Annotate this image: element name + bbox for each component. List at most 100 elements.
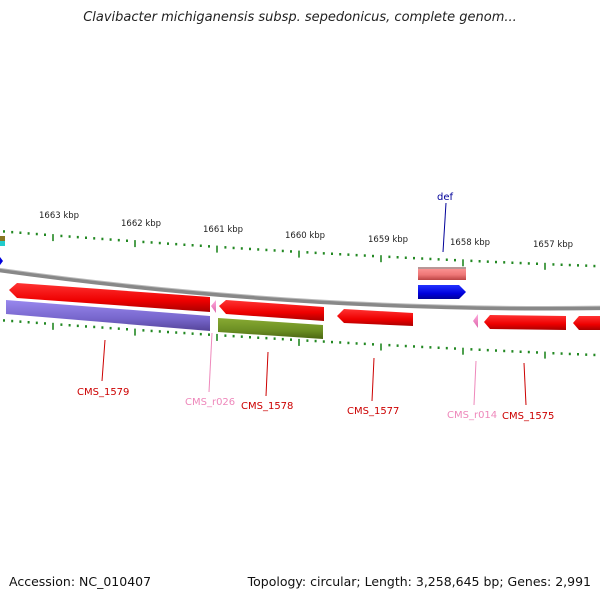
inner-minor-tick — [68, 324, 71, 327]
tick-label-1662: 1662 kbp — [121, 219, 161, 229]
inner-minor-tick — [347, 341, 350, 345]
left-edge-features — [0, 236, 5, 265]
rrna-r014-arrow[interactable] — [473, 314, 478, 328]
cms1578-label[interactable]: CMS_1578 — [241, 401, 293, 412]
inner-major-tick — [544, 351, 546, 359]
inner-minor-tick — [421, 345, 424, 349]
rrna-r026-arrow[interactable] — [211, 300, 216, 313]
cds-1577-arrow[interactable] — [337, 309, 413, 326]
outer-minor-tick — [421, 257, 424, 260]
inner-minor-tick — [339, 341, 342, 344]
def-product-bar[interactable] — [418, 267, 466, 280]
outer-minor-tick — [339, 253, 342, 256]
inner-minor-tick — [429, 346, 432, 349]
inner-minor-tick — [413, 345, 415, 348]
inner-minor-tick — [281, 337, 284, 341]
outer-minor-tick — [93, 237, 96, 240]
outer-minor-tick — [331, 252, 333, 255]
outer-major-tick — [544, 262, 546, 270]
cmsr014-label[interactable]: CMS_r014 — [447, 410, 497, 421]
inner-minor-tick — [60, 323, 63, 326]
inner-minor-tick — [593, 353, 596, 357]
inner-minor-tick — [503, 349, 506, 353]
outer-minor-tick — [511, 261, 514, 264]
outer-minor-tick — [486, 260, 489, 263]
inner-minor-tick — [527, 350, 530, 354]
cds-1575-arrow[interactable] — [484, 315, 566, 330]
outer-minor-tick — [306, 251, 309, 254]
outer-minor-tick — [495, 260, 497, 264]
cms1577-label[interactable]: CMS_1577 — [347, 406, 399, 417]
inner-minor-tick — [396, 344, 399, 347]
outer-minor-tick — [281, 249, 284, 253]
domain-features — [6, 300, 323, 339]
cmsr026-leader — [208, 332, 213, 393]
outer-major-tick — [462, 259, 464, 267]
outer-minor-tick — [199, 244, 202, 247]
inner-minor-tick — [265, 336, 268, 340]
ruler-labels: 1663 kbp 1662 kbp 1661 kbp 1660 kbp 1659… — [39, 211, 573, 250]
outer-minor-tick — [249, 247, 251, 251]
def-gene-arrow[interactable] — [418, 285, 466, 299]
inner-minor-tick — [240, 335, 243, 338]
rrna-features — [211, 300, 478, 328]
outer-minor-tick — [167, 242, 169, 245]
outer-minor-tick — [126, 239, 128, 242]
cms1575-label[interactable]: CMS_1575 — [502, 411, 554, 422]
inner-minor-tick — [495, 349, 497, 352]
cms1577-leader — [371, 357, 375, 402]
outer-minor-tick — [85, 236, 87, 239]
outer-minor-tick — [175, 242, 178, 246]
inner-major-tick — [52, 322, 54, 330]
cds-1574-arrow-partial[interactable] — [573, 316, 600, 330]
cds-1579-arrow[interactable] — [9, 283, 210, 312]
inner-minor-tick — [93, 325, 96, 329]
inner-minor-tick — [552, 352, 555, 355]
tick-label-1661: 1661 kbp — [203, 225, 243, 235]
edge-feature-blue — [0, 257, 3, 265]
outer-minor-tick — [404, 256, 407, 259]
inner-minor-tick — [249, 336, 251, 339]
inner-minor-tick — [199, 332, 202, 336]
domain-1578[interactable] — [218, 318, 323, 339]
outer-minor-tick — [445, 258, 448, 261]
inner-minor-tick — [322, 340, 325, 343]
inner-minor-tick — [142, 329, 145, 332]
pfam-domain-1579[interactable] — [6, 300, 210, 331]
inner-minor-tick — [273, 337, 276, 340]
cds-1578-arrow[interactable] — [219, 300, 324, 321]
edge-feature-olive — [0, 236, 5, 241]
genome-backbone — [0, 268, 600, 311]
outer-minor-tick — [265, 248, 268, 252]
cms1575-leader — [523, 362, 527, 406]
inner-minor-tick — [35, 321, 38, 325]
outer-minor-tick — [503, 261, 506, 264]
outer-minor-tick — [60, 234, 63, 238]
def-product-top-edge — [418, 267, 466, 269]
def-feature[interactable]: def — [418, 192, 466, 299]
inner-minor-tick — [478, 348, 481, 351]
inner-minor-tick — [314, 339, 317, 343]
cmsr026-label[interactable]: CMS_r026 — [185, 397, 235, 408]
inner-minor-tick — [11, 319, 14, 323]
outer-minor-tick — [429, 257, 432, 261]
inner-minor-tick — [76, 324, 79, 328]
outer-minor-tick — [322, 252, 325, 255]
inner-major-tick — [298, 338, 300, 346]
outer-minor-tick — [142, 240, 145, 244]
inner-minor-tick — [85, 325, 87, 328]
genome-summary-text: Topology: circular; Length: 3,258,645 bp… — [247, 574, 591, 589]
inner-major-tick — [462, 347, 464, 355]
inner-minor-tick — [568, 352, 571, 356]
inner-minor-tick — [470, 348, 473, 351]
outer-minor-tick — [568, 263, 571, 267]
outer-minor-tick — [363, 254, 366, 257]
outer-minor-tick — [314, 251, 317, 255]
cms1579-label[interactable]: CMS_1579 — [77, 387, 129, 398]
inner-minor-tick — [437, 346, 440, 349]
outer-major-tick — [216, 245, 218, 253]
inner-minor-tick — [363, 342, 366, 346]
inner-minor-tick — [511, 350, 514, 353]
inner-minor-tick — [585, 353, 588, 356]
outer-minor-tick — [273, 249, 276, 252]
